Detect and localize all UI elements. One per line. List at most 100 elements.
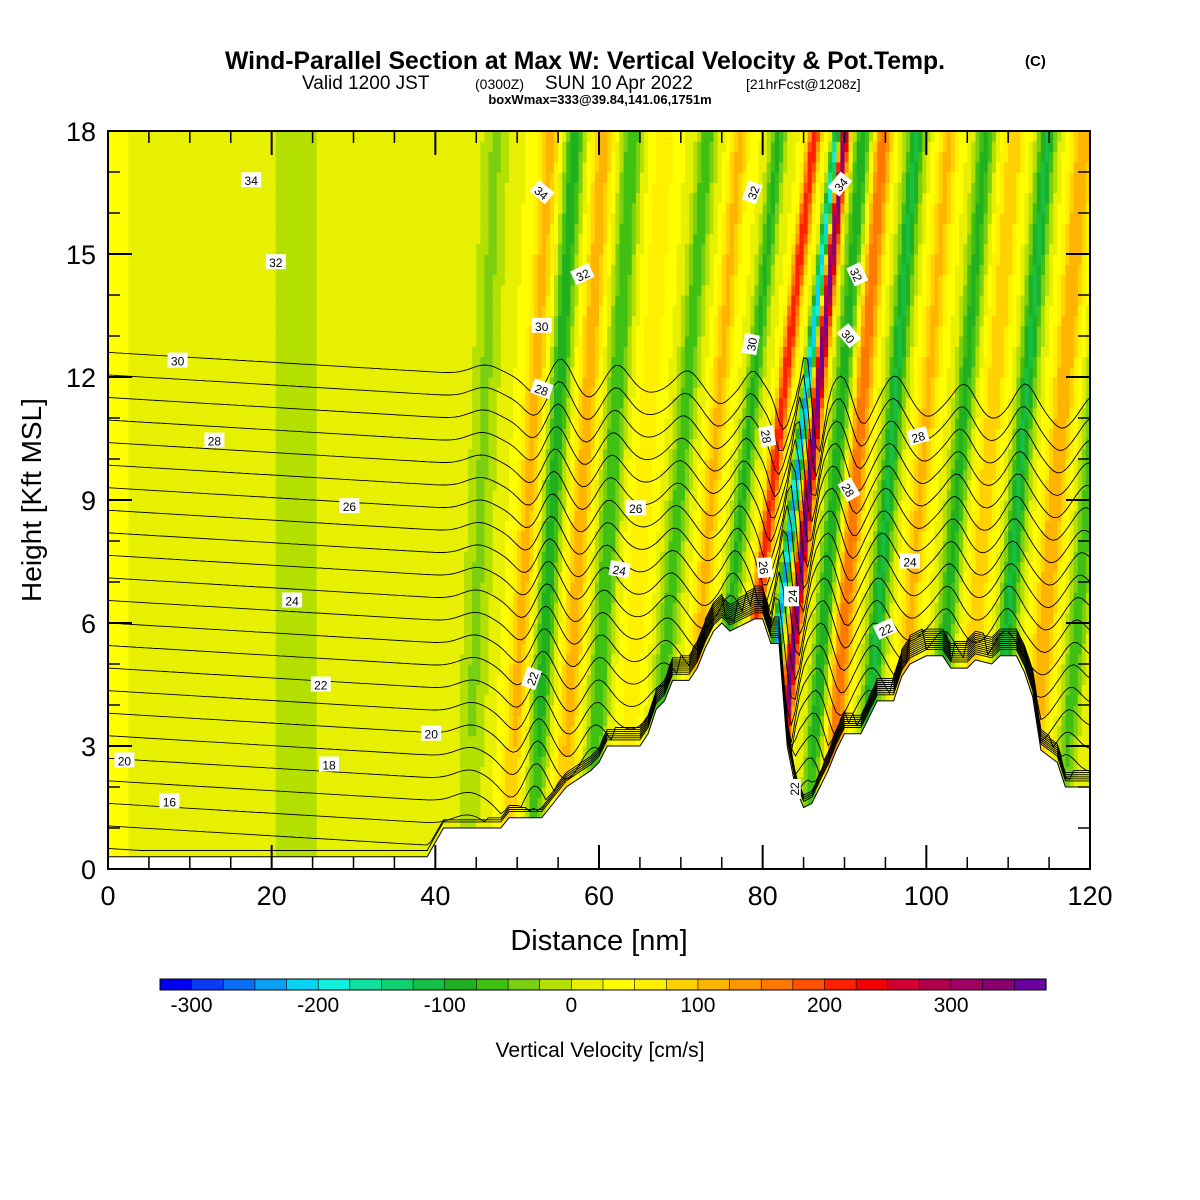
heatmap-cell [345, 151, 351, 163]
heatmap-cell [226, 254, 232, 265]
heatmap-cell [341, 817, 346, 829]
heatmap-cell [378, 202, 383, 214]
heatmap-cell [173, 653, 179, 665]
heatmap-cell [267, 233, 273, 245]
heatmap-cell [112, 182, 117, 194]
heatmap-cell [226, 500, 232, 511]
heatmap-cell [382, 838, 387, 850]
heatmap-cell [308, 653, 314, 665]
heatmap-cell [267, 848, 273, 860]
heatmap-cell [234, 407, 240, 419]
heatmap-cell [365, 397, 371, 409]
heatmap-cell [120, 776, 125, 788]
heatmap-cell [341, 582, 346, 593]
heatmap-cell [365, 715, 371, 727]
heatmap-cell [361, 356, 367, 368]
heatmap-cell [116, 377, 121, 388]
heatmap-cell [353, 161, 359, 173]
heatmap-cell [144, 684, 150, 696]
heatmap-cell [316, 766, 322, 778]
heatmap-cell [206, 448, 211, 460]
heatmap-cell [185, 684, 191, 696]
heatmap-cell [214, 633, 220, 645]
heatmap-cell [153, 305, 158, 317]
heatmap-cell [173, 592, 179, 604]
heatmap-cell [222, 766, 228, 778]
heatmap-cell [157, 213, 162, 224]
heatmap-cell [251, 407, 256, 419]
heatmap-cell [333, 172, 338, 183]
heatmap-cell [304, 356, 310, 368]
heatmap-cell [345, 582, 351, 593]
heatmap-cell [140, 243, 146, 255]
heatmap-cell [198, 274, 203, 286]
heatmap-cell [128, 418, 134, 429]
heatmap-cell [112, 428, 117, 440]
heatmap-cell [259, 746, 265, 757]
heatmap-cell [373, 336, 379, 347]
heatmap-cell [300, 817, 305, 829]
heatmap-cell [218, 448, 224, 460]
heatmap-cell [128, 387, 134, 399]
heatmap-cell [382, 264, 387, 276]
heatmap-cell [255, 346, 260, 358]
heatmap-cell [288, 325, 293, 337]
heatmap-cell [312, 664, 318, 675]
heatmap-cell [140, 131, 146, 142]
heatmap-cell [165, 787, 170, 798]
heatmap-cell [243, 643, 248, 655]
heatmap-cell [333, 233, 338, 245]
heatmap-cell [292, 438, 297, 450]
heatmap-cell [222, 151, 228, 163]
heatmap-cell [259, 407, 265, 419]
heatmap-cell [345, 797, 351, 809]
heatmap-cell [386, 612, 391, 624]
heatmap-cell [128, 817, 134, 829]
heatmap-cell [283, 397, 289, 409]
heatmap-cell [148, 346, 154, 358]
heatmap-cell [251, 264, 256, 276]
heatmap-cell [181, 612, 187, 624]
heatmap-cell [144, 653, 150, 665]
heatmap-cell [275, 161, 281, 173]
heatmap-cell [349, 161, 355, 173]
heatmap-cell [230, 141, 236, 153]
heatmap-cell [226, 131, 232, 142]
heatmap-cell [386, 161, 391, 173]
heatmap-cell [292, 848, 297, 860]
heatmap-cell [128, 305, 134, 317]
heatmap-cell [353, 172, 359, 183]
heatmap-cell [238, 438, 244, 450]
heatmap-cell [116, 438, 121, 450]
heatmap-cell [230, 756, 236, 768]
heatmap-cell [361, 336, 367, 347]
heatmap-cell [386, 448, 391, 460]
heatmap-cell [128, 254, 134, 265]
heatmap-cell [308, 541, 314, 552]
heatmap-cell [238, 848, 244, 860]
heatmap-cell [222, 315, 228, 327]
heatmap-cell [255, 428, 260, 440]
heatmap-cell [345, 592, 351, 604]
heatmap-cell [247, 694, 252, 706]
heatmap-cell [116, 828, 121, 839]
heatmap-cell [112, 623, 117, 634]
heatmap-cell [308, 387, 314, 399]
heatmap-cell [120, 735, 125, 747]
heatmap-cell [247, 664, 252, 675]
heatmap-cell [238, 233, 244, 245]
heatmap-cell [378, 356, 383, 368]
heatmap-cell [210, 151, 215, 163]
heatmap-cell [193, 223, 199, 235]
heatmap-cell [177, 735, 183, 747]
heatmap-cell [218, 397, 224, 409]
heatmap-cell [341, 664, 346, 675]
heatmap-cell [316, 131, 322, 142]
heatmap-cell [316, 838, 322, 850]
heatmap-cell [337, 807, 342, 819]
heatmap-cell [116, 797, 121, 809]
heatmap-cell [112, 172, 117, 183]
heatmap-cell [161, 500, 166, 511]
heatmap-cell [345, 131, 351, 142]
heatmap-cell [369, 694, 375, 706]
